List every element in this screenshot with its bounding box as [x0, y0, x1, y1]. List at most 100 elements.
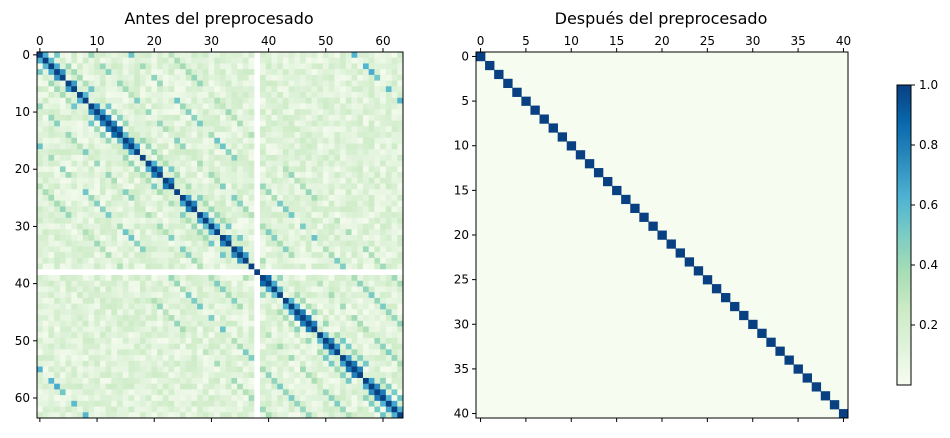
heatmap-cell: [380, 143, 387, 150]
heatmap-cell: [357, 412, 364, 419]
heatmap-cell: [174, 292, 181, 299]
heatmap-cell: [380, 206, 387, 213]
heatmap-cell: [271, 177, 278, 184]
y-tick-label: 15: [454, 183, 469, 197]
heatmap-cell: [225, 377, 232, 384]
heatmap-cell: [277, 383, 284, 390]
heatmap-cell: [42, 395, 49, 402]
heatmap-cell: [225, 223, 232, 230]
heatmap-cell: [305, 366, 312, 373]
heatmap-cell: [94, 212, 101, 219]
heatmap-cell: [288, 223, 295, 230]
heatmap-cell: [128, 372, 135, 379]
heatmap-cell: [71, 315, 78, 322]
heatmap-cell: [237, 326, 244, 333]
heatmap-cell: [174, 189, 181, 196]
heatmap-cell: [162, 52, 169, 59]
heatmap-cell: [271, 103, 278, 110]
heatmap-cell: [197, 337, 204, 344]
heatmap-cell: [94, 337, 101, 344]
heatmap-cell: [362, 166, 369, 173]
heatmap-cell: [282, 97, 289, 104]
heatmap-cell: [48, 114, 55, 121]
heatmap-cell: [162, 166, 169, 173]
heatmap-cell: [174, 160, 181, 167]
heatmap-cell: [265, 114, 272, 121]
heatmap-cell: [122, 160, 129, 167]
heatmap-cell: [99, 103, 106, 110]
heatmap-cell: [197, 320, 204, 327]
heatmap-cell: [311, 292, 318, 299]
heatmap-cell: [322, 63, 329, 70]
heatmap-cell: [397, 97, 404, 104]
heatmap-cell: [145, 400, 152, 407]
heatmap-cell: [117, 206, 124, 213]
heatmap-cell: [191, 160, 198, 167]
heatmap-cell: [385, 120, 392, 127]
heatmap-cell: [288, 275, 295, 282]
heatmap-cell: [282, 86, 289, 93]
heatmap-cell: [99, 137, 106, 144]
heatmap-cell: [174, 355, 181, 362]
heatmap-cell: [380, 52, 387, 59]
heatmap-cell: [380, 297, 387, 304]
heatmap-cell: [117, 377, 124, 384]
heatmap-cell: [368, 377, 375, 384]
heatmap-cell: [162, 389, 169, 396]
heatmap-cell: [397, 286, 404, 293]
heatmap-cell: [105, 292, 112, 299]
heatmap-cell: [294, 63, 301, 70]
heatmap-cell: [357, 194, 364, 201]
heatmap-cell: [122, 377, 129, 384]
heatmap-cell: [48, 109, 55, 116]
heatmap-cell: [277, 200, 284, 207]
heatmap-cell: [37, 217, 44, 224]
heatmap-cell: [168, 326, 175, 333]
heatmap-cell: [254, 206, 261, 213]
heatmap-cell: [220, 355, 227, 362]
y-tick-label: 60: [15, 391, 30, 405]
heatmap-cell: [237, 275, 244, 282]
heatmap-cell: [157, 360, 164, 367]
heatmap-cell: [77, 269, 84, 276]
heatmap-cell: [362, 74, 369, 81]
heatmap-cell: [117, 229, 124, 236]
heatmap-cell: [328, 377, 335, 384]
heatmap-cell: [225, 246, 232, 253]
heatmap-cell: [248, 315, 255, 322]
heatmap-cell: [380, 269, 387, 276]
heatmap-cell: [65, 246, 72, 253]
heatmap-cell: [242, 377, 249, 384]
heatmap-cell: [300, 326, 307, 333]
heatmap-cell: [214, 206, 221, 213]
heatmap-cell: [65, 309, 72, 316]
heatmap-cell: [282, 360, 289, 367]
heatmap-cell: [48, 229, 55, 236]
heatmap-cell: [345, 406, 352, 413]
heatmap-cell: [294, 126, 301, 133]
heatmap-cell: [271, 389, 278, 396]
heatmap-cell: [305, 292, 312, 299]
heatmap-cell: [260, 189, 267, 196]
heatmap-cell: [368, 149, 375, 156]
heatmap-cell: [197, 240, 204, 247]
heatmap-cell: [288, 400, 295, 407]
heatmap-cell: [174, 212, 181, 219]
heatmap-cell: [248, 212, 255, 219]
heatmap-cell: [128, 383, 135, 390]
heatmap-cell: [397, 252, 404, 259]
heatmap-cell: [288, 80, 295, 87]
heatmap-cell: [128, 297, 135, 304]
heatmap-cell: [317, 269, 324, 276]
heatmap-cell: [300, 309, 307, 316]
heatmap-cell: [374, 263, 381, 270]
heatmap-cell: [328, 80, 335, 87]
heatmap-cell: [254, 383, 261, 390]
heatmap-cell: [122, 143, 129, 150]
heatmap-cell: [357, 406, 364, 413]
heatmap-cell: [368, 154, 375, 161]
heatmap-cell: [340, 309, 347, 316]
heatmap-cell: [197, 229, 204, 236]
heatmap-cell: [71, 252, 78, 259]
heatmap-cell: [191, 292, 198, 299]
